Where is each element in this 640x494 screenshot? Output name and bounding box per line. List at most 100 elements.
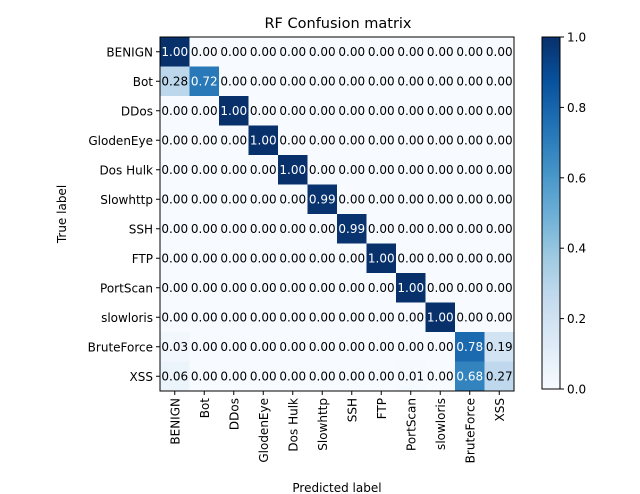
heatmap-cell: [307, 37, 338, 67]
cell-value-label: 0.00: [279, 192, 306, 206]
cell-value-label: 0.00: [427, 251, 454, 265]
cell-value-label: 0.00: [427, 369, 454, 383]
heatmap-cell: [455, 184, 485, 215]
y-tick-label: BENIGN: [106, 45, 153, 59]
cell-value-label: 0.00: [191, 340, 218, 354]
heatmap-cell: [396, 214, 426, 244]
cell-value-label: 0.00: [250, 74, 277, 88]
heatmap-cell: [307, 66, 338, 97]
cell-value-label: 0.00: [191, 251, 218, 265]
cell-value-label: 0.00: [161, 310, 188, 324]
cell-value-label: 0.00: [220, 340, 247, 354]
heatmap-cell: [189, 273, 220, 303]
x-tick-label: GlodenEye: [257, 398, 271, 463]
heatmap-cell: [278, 273, 308, 303]
colorbar-ticks: 0.0 0.2 0.4 0.6 0.8 1.0: [560, 31, 586, 397]
heatmap-cell: [366, 302, 397, 333]
heatmap-cell: [219, 361, 249, 392]
cell-value-label: 0.00: [486, 45, 513, 59]
heatmap-cell: [366, 332, 397, 362]
heatmap-cell: [160, 37, 190, 67]
heatmap-cell: [278, 155, 308, 185]
cell-value-label: 0.00: [368, 369, 395, 383]
cell-value-label: 0.00: [456, 133, 483, 147]
cell-value-label: 0.00: [220, 45, 247, 59]
cell-value-label: 0.00: [338, 251, 365, 265]
y-tick-label: PortScan: [100, 281, 153, 295]
cell-value-label: 0.00: [427, 192, 454, 206]
cell-value-label: 0.00: [397, 222, 424, 236]
cell-value-label: 0.00: [220, 74, 247, 88]
cell-value-label: 0.00: [279, 133, 306, 147]
cell-value-label: 0.00: [486, 104, 513, 118]
cell-value-label: 0.00: [397, 192, 424, 206]
cell-value-label: 0.00: [161, 133, 188, 147]
heatmap-cell: [337, 214, 367, 244]
cell-value-label: 0.00: [338, 163, 365, 177]
heatmap-cell-labels: 1.00 0.00 0.00 0.00 0.00 0.00 0.00 0.00 0.00 0.00…: [161, 45, 512, 384]
heatmap-cell: [219, 37, 249, 67]
x-tick-label: DDos: [227, 398, 241, 430]
cell-value-label: 0.00: [338, 192, 365, 206]
heatmap-cell: [248, 66, 279, 97]
heatmap-cell: [484, 332, 515, 362]
heatmap-cell: [307, 243, 338, 274]
cell-value-label: 0.00: [456, 251, 483, 265]
heatmap-cell: [189, 96, 220, 126]
x-tick-label: Slowhttp: [316, 398, 330, 451]
heatmap-cell: [425, 273, 456, 303]
heatmap-cell: [160, 273, 190, 303]
cell-value-label: 1.00: [427, 310, 454, 324]
y-tick-label: SSH: [129, 222, 153, 236]
cell-value-label: 0.00: [279, 340, 306, 354]
x-tick-label: BruteForce: [463, 398, 477, 463]
x-tick-label: BENIGN: [168, 398, 182, 445]
cell-value-label: 1.00: [161, 45, 188, 59]
cell-value-label: 0.00: [427, 281, 454, 295]
heatmap-cell: [189, 302, 220, 333]
heatmap-cell: [425, 155, 456, 185]
cell-value-label: 0.00: [397, 340, 424, 354]
cell-value-label: 0.00: [427, 222, 454, 236]
cell-value-label: 0.00: [368, 163, 395, 177]
colorbar: 0.0 0.2 0.4 0.6 0.8 1.0: [541, 31, 586, 397]
heatmap-cell: [248, 243, 279, 274]
cell-value-label: 0.00: [309, 133, 336, 147]
cell-value-label: 0.00: [250, 310, 277, 324]
heatmap-cell: [219, 273, 249, 303]
heatmap-cell: [396, 361, 426, 392]
cell-value-label: 0.00: [191, 222, 218, 236]
cell-value-label: 0.00: [397, 45, 424, 59]
heatmap-cell: [337, 273, 367, 303]
heatmap-cell: [160, 96, 190, 126]
cell-value-label: 1.00: [250, 133, 277, 147]
y-tick-label: Slowhttp: [100, 193, 153, 207]
heatmap-cell: [366, 214, 397, 244]
y-tick-label: FTP: [132, 252, 153, 266]
cell-value-label: 0.00: [309, 74, 336, 88]
cell-value-label: 0.00: [456, 192, 483, 206]
cell-value-label: 0.00: [191, 310, 218, 324]
heatmap-cell: [396, 66, 426, 97]
heatmap-cell: [160, 125, 190, 156]
heatmap-cell: [455, 125, 485, 156]
heatmap-cell: [160, 155, 190, 185]
plot-frame: [159, 36, 515, 392]
cell-value-label: 0.00: [191, 133, 218, 147]
heatmap-cell: [307, 273, 338, 303]
x-axis-label: Predicted label: [292, 481, 381, 494]
cell-value-label: 0.99: [338, 222, 365, 236]
y-tick-label: slowloris: [101, 311, 153, 325]
cell-value-label: 0.03: [161, 340, 188, 354]
cell-value-label: 0.00: [338, 74, 365, 88]
heatmap-cell: [278, 361, 308, 392]
cell-value-label: 0.00: [397, 310, 424, 324]
heatmap-cell: [248, 155, 279, 185]
heatmap-cell: [425, 125, 456, 156]
cell-value-label: 0.00: [220, 251, 247, 265]
y-axis-label: True label: [55, 185, 69, 244]
heatmap-cell: [366, 66, 397, 97]
heatmap-cell: [160, 302, 190, 333]
cell-value-label: 0.00: [309, 222, 336, 236]
